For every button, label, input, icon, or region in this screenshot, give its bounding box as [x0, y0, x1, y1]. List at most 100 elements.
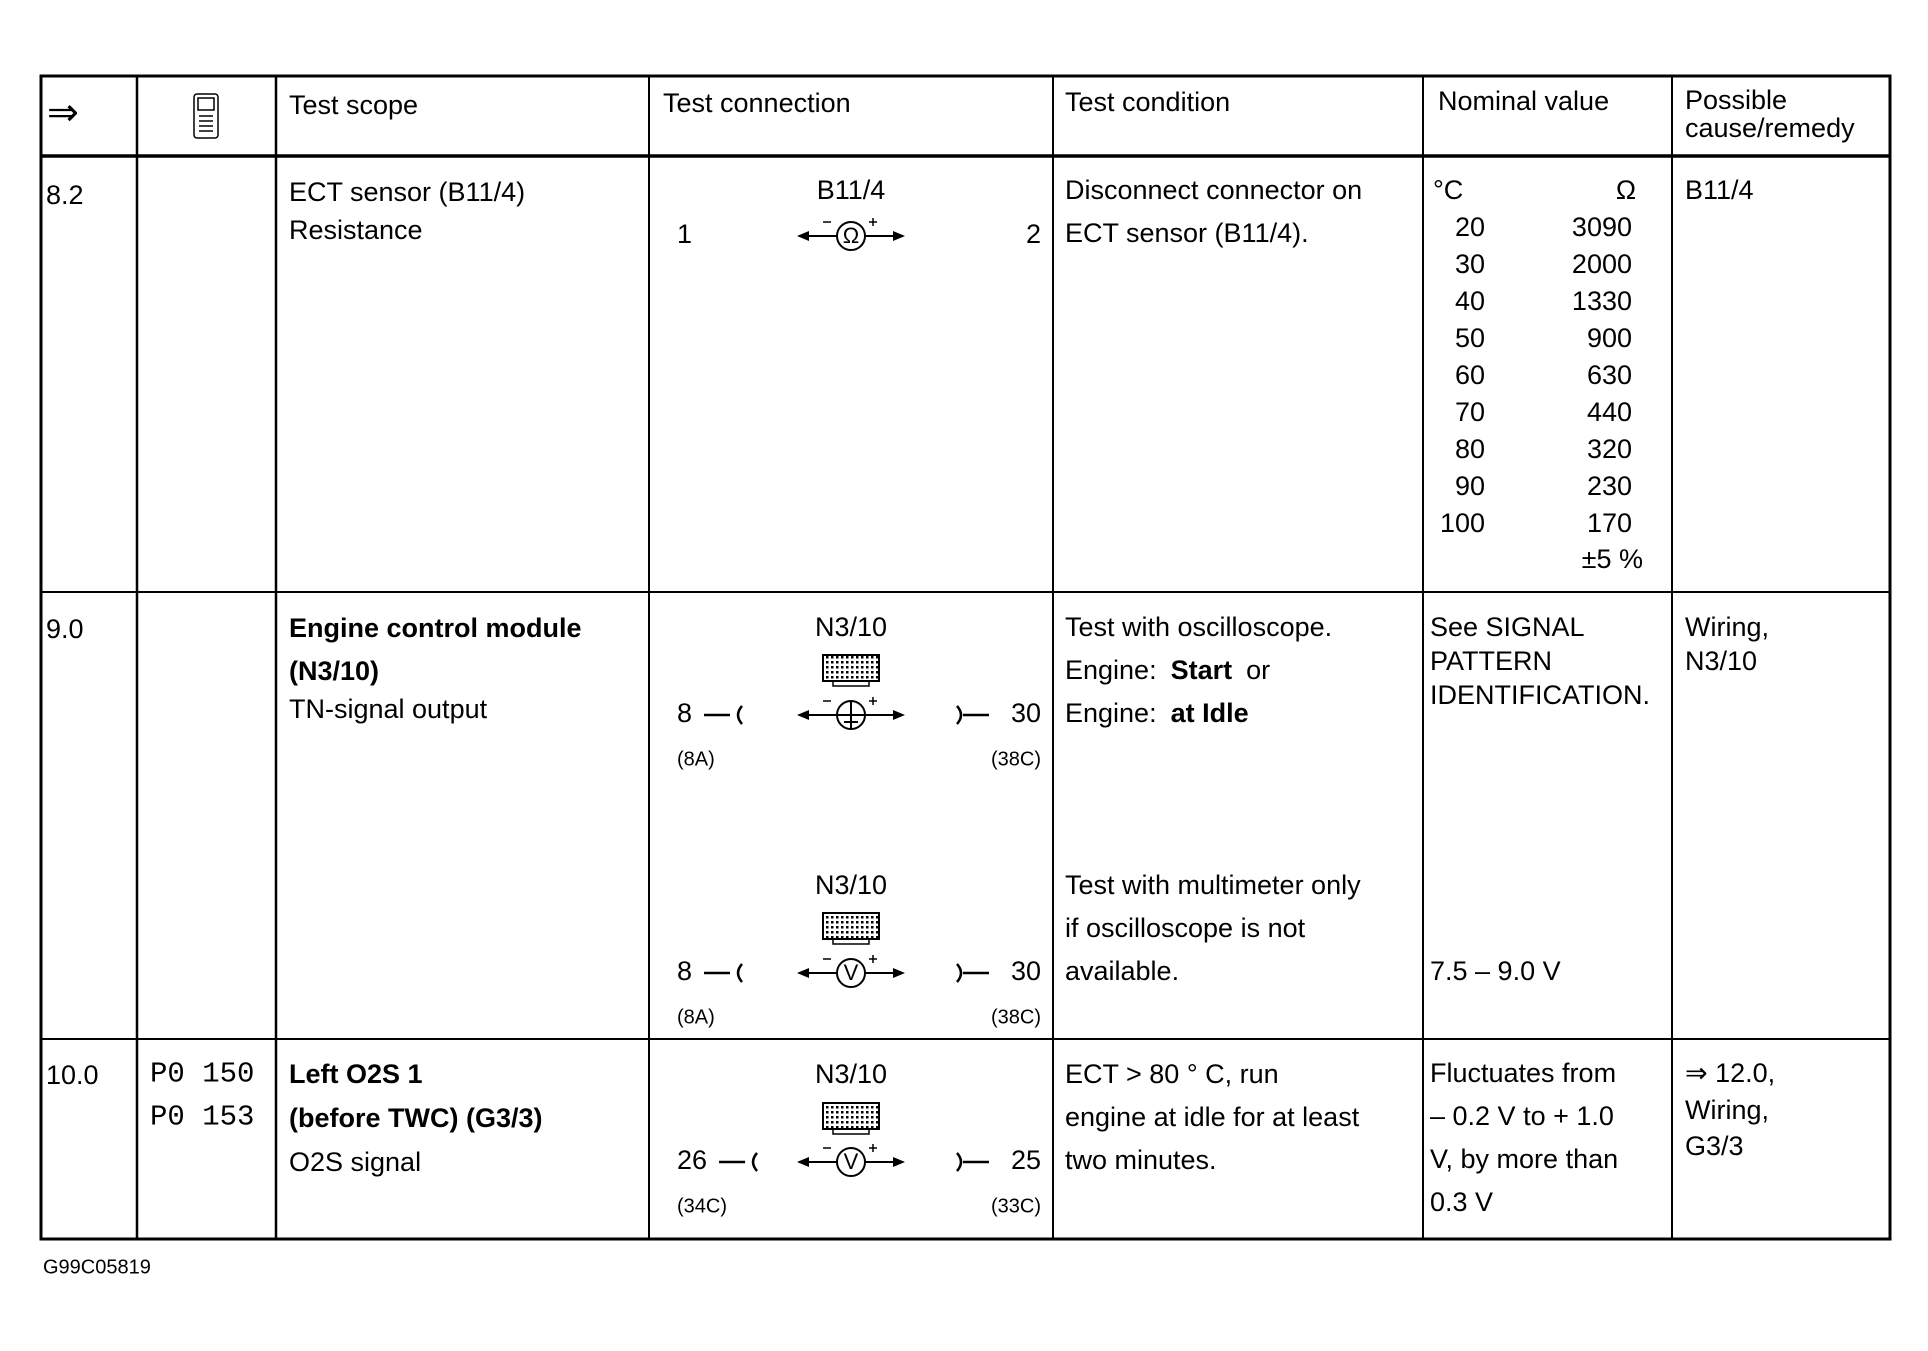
nominal-text: 0.3 V: [1430, 1187, 1493, 1217]
remedy-text: Wiring,: [1685, 1095, 1769, 1125]
arrowhead: [797, 1157, 809, 1167]
pin-label: 25: [1011, 1145, 1041, 1175]
resistance: 3090: [1572, 212, 1632, 242]
plus-sign: [869, 218, 877, 226]
fault-code: P0 153: [150, 1101, 254, 1134]
header-arrow: ⇒: [47, 92, 79, 134]
meter-symbol: [797, 218, 905, 251]
connector-icon: [822, 1102, 880, 1130]
temperature: 30: [1455, 249, 1485, 279]
component-label: N3/10: [815, 1059, 887, 1089]
condition-text: Test with oscilloscope.: [1065, 612, 1332, 642]
remedy-text: G3/3: [1685, 1131, 1744, 1161]
meter-symbol: [797, 697, 905, 730]
condition-text: ECT > 80 ° C, run: [1065, 1059, 1279, 1089]
pin-label: 30: [1011, 698, 1041, 728]
condition-text: Test with multimeter only: [1065, 870, 1361, 900]
pin-label: 30: [1011, 956, 1041, 986]
connector-icon: [822, 912, 880, 940]
nominal-text: IDENTIFICATION.: [1430, 680, 1650, 710]
plus-sign: [869, 955, 877, 963]
arrowhead: [797, 231, 809, 241]
arrowhead: [893, 968, 905, 978]
plug-bracket: [956, 963, 989, 983]
pin-label: 2: [1026, 219, 1041, 249]
header-cell: Nominal value: [1438, 86, 1609, 116]
arrowhead: [797, 968, 809, 978]
tester-icon: [193, 93, 219, 139]
resistance: 900: [1587, 323, 1632, 353]
connector-tab: [832, 938, 870, 945]
figure-code: G99C05819: [43, 1256, 151, 1278]
temperature: 100: [1440, 508, 1485, 538]
step-number: 9.0: [46, 614, 84, 644]
meter-label: V: [844, 960, 859, 985]
pin-label: 8: [677, 956, 692, 986]
scope-symbol: [837, 701, 865, 729]
condition-text: two minutes.: [1065, 1145, 1217, 1175]
plus-sign: [869, 697, 877, 705]
header-cell: cause/remedy: [1685, 113, 1855, 143]
step-number: 8.2: [46, 180, 84, 210]
resistance: 630: [1587, 360, 1632, 390]
nominal-text: 7.5 – 9.0 V: [1430, 956, 1561, 986]
header-cell: Test condition: [1065, 87, 1230, 117]
pin-label: 8: [677, 698, 692, 728]
plug-bracket: [704, 963, 744, 983]
scope-title: Engine control module: [289, 613, 582, 643]
nominal-text: See SIGNAL: [1430, 612, 1585, 642]
arrowhead: [893, 231, 905, 241]
table-border: [39, 74, 1892, 1241]
pin-note: (38C): [991, 748, 1041, 770]
plug-bracket: [704, 705, 744, 725]
arrowhead: [893, 1157, 905, 1167]
unit-label: °C: [1433, 175, 1463, 205]
arrowhead: [797, 710, 809, 720]
plug-bracket: [719, 1152, 759, 1172]
plus-sign: [869, 1144, 877, 1152]
temperature: 70: [1455, 397, 1485, 427]
resistance: 1330: [1572, 286, 1632, 316]
condition-text: Disconnect connector on: [1065, 175, 1362, 205]
connector-icon: [822, 654, 880, 682]
tolerance: ±5 %: [1582, 544, 1643, 574]
scope-title: (N3/10): [289, 656, 379, 686]
scope-text: Resistance: [289, 215, 423, 245]
arrowhead: [893, 710, 905, 720]
pin-note: (38C): [991, 1006, 1041, 1028]
condition-part: Engine:: [1065, 655, 1157, 685]
temperature: 50: [1455, 323, 1485, 353]
remedy-text: N3/10: [1685, 646, 1757, 676]
resistance: 320: [1587, 434, 1632, 464]
scope-text: O2S signal: [289, 1147, 421, 1177]
step-number: 10.0: [46, 1060, 99, 1090]
condition-part: Start: [1171, 655, 1233, 685]
pin-note: (34C): [677, 1195, 727, 1217]
temperature: 60: [1455, 360, 1485, 390]
meter-label: Ω: [843, 223, 859, 248]
condition-text: Engine: Start or: [1065, 655, 1270, 685]
header-cell: Test scope: [289, 90, 418, 120]
unit-label: Ω: [1616, 175, 1636, 205]
meter-label: V: [844, 1149, 859, 1174]
pin-note: (8A): [677, 748, 715, 770]
pin-note: (8A): [677, 1006, 715, 1028]
resistance: 170: [1587, 508, 1632, 538]
remedy-text: B11/4: [1685, 175, 1754, 205]
component-label: N3/10: [815, 870, 887, 900]
temperature: 90: [1455, 471, 1485, 501]
plug-bracket: [956, 705, 989, 725]
nominal-text: Fluctuates from: [1430, 1058, 1616, 1088]
scope-title: Left O2S 1: [289, 1059, 423, 1089]
remedy-text: Wiring,: [1685, 612, 1769, 642]
condition-part: or: [1246, 655, 1270, 685]
component-label: N3/10: [815, 612, 887, 642]
temperature: 20: [1455, 212, 1485, 242]
condition-part: Engine:: [1065, 698, 1157, 728]
nominal-text: – 0.2 V to + 1.0: [1430, 1101, 1614, 1131]
resistance: 2000: [1572, 249, 1632, 279]
connector-tab: [832, 680, 870, 687]
component-label: B11/4: [817, 175, 886, 205]
temperature: 80: [1455, 434, 1485, 464]
